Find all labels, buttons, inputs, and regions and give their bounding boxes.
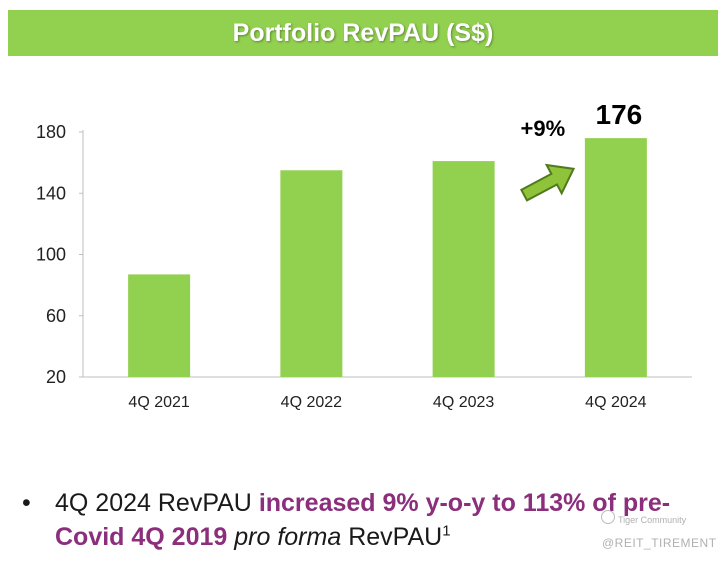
bullet-part1: 4Q 2024 RevPAU [55,489,259,517]
footnote-marker: 1 [442,522,451,540]
growth-annotation: +9% [521,116,566,141]
x-tick-label: 4Q 2024 [585,394,646,411]
bullet-part2: RevPAU [341,523,443,551]
y-tick-label: 140 [36,183,66,203]
bullet-italic: pro forma [227,523,342,551]
bullet-text: 4Q 2024 RevPAU increased 9% y-o-y to 113… [55,486,712,554]
watermark-community: Tiger Community [618,515,687,525]
bullet-dot: • [22,489,31,517]
bar [128,274,191,377]
y-tick-label: 60 [46,306,66,326]
data-label: 176 [596,99,643,130]
title-banner: Portfolio RevPAU (S$) [8,10,718,56]
bar [584,138,647,377]
y-tick-label: 20 [46,367,66,387]
page-title: Portfolio RevPAU (S$) [232,18,494,47]
x-tick-label: 4Q 2021 [128,394,189,411]
bar [280,170,343,377]
arrow-shape [519,163,576,202]
x-tick-label: 4Q 2022 [281,394,342,411]
x-tick-label: 4Q 2023 [433,394,494,411]
watermark-logo-icon [601,510,615,524]
y-tick-label: 100 [36,245,66,265]
bullet-highlight: increased 9% y-o-y to 113% of pre-Covid … [55,489,671,551]
watermark-handle: @REIT_TIREMENT [602,536,717,550]
y-tick-label: 180 [36,122,66,142]
bar-chart: 20 60 100 140 180 4Q 2021 4Q 2022 4Q 2023 4Q 202… [36,99,692,411]
arrow-up-right-icon [519,163,576,202]
bar [432,161,495,377]
summary-bullet: • 4Q 2024 RevPAU increased 9% y-o-y to 1… [22,486,712,554]
